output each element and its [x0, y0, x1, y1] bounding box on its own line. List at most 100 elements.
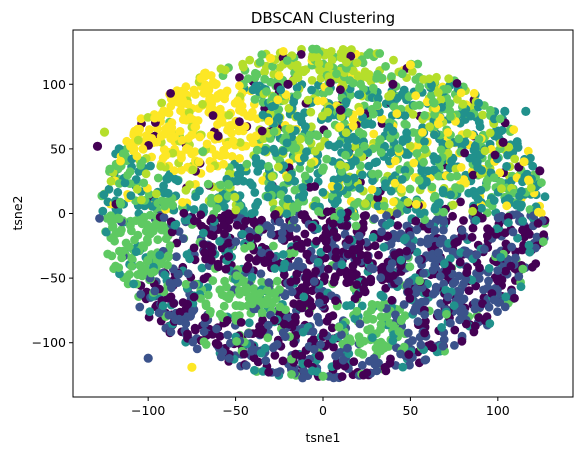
scatter-point — [393, 221, 403, 230]
scatter-point — [354, 231, 364, 241]
scatter-point — [450, 238, 460, 248]
scatter-point — [220, 276, 230, 286]
scatter-point — [363, 73, 373, 83]
scatter-point — [313, 257, 323, 267]
scatter-point — [192, 344, 202, 354]
y-tick-label: 50 — [50, 141, 66, 156]
scatter-point — [257, 50, 267, 60]
scatter-point — [205, 164, 215, 173]
scatter-point — [166, 101, 176, 111]
scatter-point — [363, 325, 372, 335]
scatter-point — [331, 296, 340, 305]
scatter-point — [358, 350, 368, 359]
scatter-point — [203, 290, 213, 300]
scatter-point — [333, 361, 342, 370]
scatter-point — [498, 137, 508, 147]
scatter-point — [446, 172, 455, 182]
scatter-point — [492, 224, 502, 234]
scatter-point — [346, 300, 356, 310]
scatter-point — [238, 229, 248, 239]
scatter-point — [289, 338, 299, 348]
scatter-point — [150, 113, 160, 123]
scatter-point — [468, 206, 477, 216]
scatter-point — [133, 125, 143, 135]
scatter-point — [188, 306, 198, 316]
scatter-point — [235, 73, 244, 82]
scatter-point — [433, 199, 443, 208]
scatter-point — [249, 353, 259, 363]
scatter-point — [189, 216, 199, 226]
scatter-point — [368, 232, 378, 242]
scatter-point — [495, 114, 505, 124]
scatter-point — [228, 136, 238, 146]
scatter-point — [219, 202, 229, 212]
scatter-point — [410, 101, 420, 110]
scatter-point — [336, 209, 346, 218]
scatter-point — [381, 283, 391, 293]
scatter-point — [201, 301, 211, 311]
scatter-point — [334, 348, 344, 358]
scatter-point — [166, 134, 176, 143]
scatter-point — [493, 213, 503, 223]
scatter-point — [321, 229, 331, 239]
scatter-point — [316, 340, 325, 349]
scatter-point — [292, 83, 302, 93]
scatter-point — [175, 307, 185, 317]
scatter-point — [405, 262, 415, 272]
scatter-point — [434, 311, 444, 321]
scatter-point — [419, 269, 428, 278]
scatter-point — [497, 184, 506, 194]
scatter-point — [376, 320, 386, 329]
scatter-point — [142, 131, 152, 140]
scatter-point — [328, 219, 338, 229]
scatter-point — [518, 225, 527, 235]
scatter-point — [252, 70, 262, 79]
scatter-point — [442, 309, 451, 319]
scatter-point — [199, 88, 209, 98]
scatter-point — [368, 83, 378, 93]
scatter-point — [218, 347, 228, 357]
scatter-point — [235, 163, 245, 173]
scatter-point — [368, 333, 377, 342]
scatter-point — [190, 323, 200, 333]
scatter-point — [99, 190, 109, 200]
scatter-point — [517, 245, 527, 255]
scatter-point — [513, 143, 523, 152]
scatter-point — [381, 179, 390, 188]
scatter-point — [509, 125, 519, 135]
scatter-point — [99, 127, 110, 137]
scatter-point — [122, 274, 131, 284]
x-tick-label: −50 — [222, 403, 248, 418]
scatter-point — [215, 237, 225, 246]
scatter-point — [428, 289, 438, 299]
scatter-point — [396, 316, 406, 325]
scatter-point — [351, 156, 360, 166]
scatter-point — [131, 216, 141, 226]
scatter-point — [408, 336, 417, 345]
scatter-point — [165, 241, 175, 251]
scatter-point — [187, 362, 197, 372]
scatter-point — [164, 252, 173, 262]
scatter-point — [323, 264, 333, 274]
scatter-point — [194, 157, 204, 167]
scatter-point — [352, 280, 362, 289]
scatter-point — [443, 292, 453, 302]
scatter-point — [220, 229, 229, 239]
scatter-point — [368, 176, 377, 186]
scatter-point — [533, 219, 543, 228]
scatter-point — [405, 360, 414, 370]
scatter-point — [136, 289, 146, 299]
scatter-point — [155, 250, 165, 260]
scatter-point — [405, 294, 415, 303]
scatter-point — [322, 244, 332, 254]
scatter-point — [268, 198, 278, 208]
scatter-point — [240, 122, 250, 131]
scatter-point — [450, 325, 460, 335]
scatter-point — [322, 207, 332, 217]
scatter-point — [178, 115, 188, 124]
scatter-point — [507, 242, 516, 252]
scatter-point — [311, 267, 320, 276]
scatter-point — [385, 91, 395, 101]
scatter-point — [445, 254, 455, 263]
scatter-point — [176, 106, 185, 116]
